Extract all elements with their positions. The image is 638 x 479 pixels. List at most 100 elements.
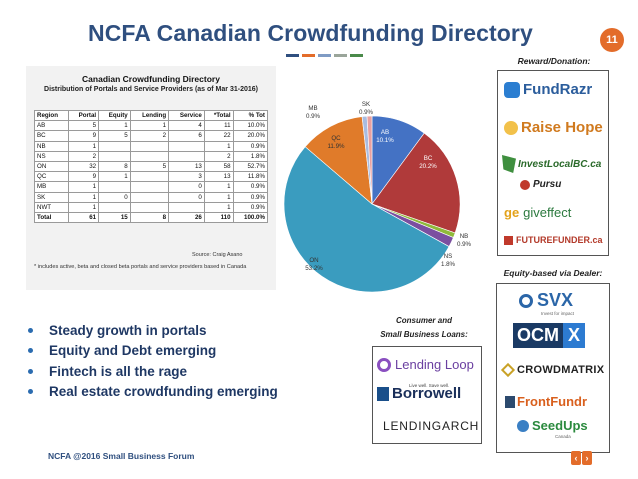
table-cell — [98, 140, 131, 152]
bullet-dot — [28, 389, 33, 395]
table-cell: ON — [33, 160, 70, 173]
borrowell-logo[interactable]: Borrowell — [377, 385, 461, 402]
table-row: QC 9 1 3 13 11.8% — [33, 171, 269, 183]
seedups-logo[interactable]: SeedUps — [517, 418, 588, 433]
table-row: ON 32 8 5 13 58 52.7% — [33, 160, 269, 173]
table-header-cell: Service — [168, 109, 205, 122]
pie-label-ab-region: AB — [381, 129, 389, 136]
table-row: AB 5 1 1 4 11 10.0% — [33, 120, 269, 132]
table-cell: 1 — [68, 181, 100, 193]
equity-caption: Equity-based via Dealer: — [503, 268, 603, 278]
table-cell: 5 — [129, 160, 170, 173]
table-cell — [129, 171, 170, 183]
table-cell — [129, 191, 170, 203]
pie-label-on-region: ON — [309, 257, 318, 264]
loans-caption-line2: Small Business Loans: — [380, 330, 468, 339]
table-cell: 5 — [98, 130, 131, 142]
table-cell: AB — [33, 120, 70, 132]
bullet-dot — [28, 348, 33, 354]
futurefunder-logo[interactable]: FUTUREFUNDER.ca — [504, 235, 603, 245]
table-cell: 1 — [98, 120, 131, 132]
loans-caption-line1: Consumer and — [395, 316, 452, 325]
title-stripe-1 — [286, 54, 299, 57]
table-row: NB 1 1 0.9% — [33, 140, 269, 152]
table-total-cell: 26 — [168, 211, 205, 224]
table-cell: 3 — [168, 171, 205, 183]
pie-slice-on — [283, 146, 450, 293]
svx-logo[interactable]: SVX — [519, 290, 573, 311]
table-total-cell: 15 — [98, 211, 131, 224]
table-cell: 0.9% — [232, 191, 269, 203]
pie-label-bc-region: BC — [424, 155, 433, 162]
lending-loop-logo[interactable]: Lending Loop — [377, 357, 474, 372]
investlocalbc-logo[interactable]: InvestLocalBC.ca — [502, 155, 601, 173]
pie-label-mb-pct: 0.9% — [306, 113, 321, 120]
region-pie-chart: AB10.1%BC20.2%NB0.9%NS1.8%ON53.2%QC11.9%… — [283, 101, 472, 293]
bullet-item: Steady growth in portals — [28, 320, 278, 341]
table-cell: 4 — [168, 120, 205, 132]
crowdmatrix-logo[interactable]: CROWDMATRIX — [500, 362, 604, 378]
table-cell: 1 — [203, 191, 234, 203]
pie-label-nb-region: NB — [460, 233, 469, 240]
table-cell: 2 — [203, 150, 234, 162]
bullet-list: Steady growth in portals Equity and Debt… — [28, 320, 278, 402]
pie-label-bc-pct: 20.2% — [419, 163, 437, 170]
fundrazr-logo[interactable]: FundRazr — [504, 81, 592, 98]
table-cell: 6 — [168, 130, 205, 142]
table-total-row: Total 61 15 8 26 110 100.0% — [33, 211, 269, 224]
table-row: MB 1 0 1 0.9% — [33, 181, 269, 193]
region-table: Region Portal Equity Lending Service *Total% … — [33, 109, 269, 224]
pie-label-qc-region: QC — [331, 135, 341, 142]
prev-slide-button[interactable]: ‹ — [571, 451, 581, 465]
frontfundr-logo[interactable]: FrontFundr — [505, 394, 587, 409]
equity-logo-panel: SVX Invest for impact OCM X CROWDMATRIX … — [496, 283, 610, 453]
fundrazr-icon — [504, 81, 520, 98]
table-cell: 13 — [168, 160, 205, 173]
table-header-cell: Equity — [98, 109, 131, 122]
pie-slice-qc — [304, 116, 373, 205]
figure-subtitle: Distribution of Portals and Service Prov… — [44, 86, 258, 93]
table-cell: 1.8% — [232, 150, 269, 162]
raise-hope-logo[interactable]: Raise Hope — [504, 119, 603, 136]
seedups-canada: Canada — [555, 434, 571, 439]
directory-table-figure: Canadian Crowdfunding Directory Distribu… — [26, 66, 276, 290]
table-cell — [168, 201, 205, 213]
raise-hope-icon — [504, 120, 518, 135]
table-cell — [168, 140, 205, 152]
ocmx-logo[interactable]: OCM X — [513, 322, 586, 348]
next-slide-button[interactable]: › — [582, 451, 592, 465]
table-row: BC 9 5 2 6 22 20.0% — [33, 130, 269, 142]
table-cell: 58 — [203, 160, 234, 173]
footer-text: NCFA @2016 Small Business Forum — [48, 451, 195, 461]
pie-label-ab-pct: 10.1% — [376, 137, 394, 144]
table-cell: 13 — [203, 171, 234, 183]
title-stripe-3 — [318, 54, 331, 57]
table-row: SK 1 0 0 1 0.9% — [33, 191, 269, 203]
crowdmatrix-icon — [500, 362, 516, 378]
table-row: NWT 1 1 0.9% — [33, 201, 269, 213]
table-cell: 0 — [168, 181, 205, 193]
table-total-cell: 110 — [203, 211, 234, 224]
bullet-text: Steady growth in portals — [49, 322, 207, 338]
table-cell: 11 — [203, 120, 234, 132]
pie-label-sk-pct: 0.9% — [359, 109, 374, 116]
table-total-cell: Total — [33, 211, 70, 224]
reward-caption: Reward/Donation: — [517, 56, 591, 66]
table-cell: 0 — [168, 191, 205, 203]
table-cell — [129, 140, 170, 152]
table-cell: 5 — [68, 120, 100, 132]
pie-label-nb-pct: 0.9% — [457, 241, 472, 248]
lendingarch-logo[interactable]: LENDINGARCH — [383, 419, 480, 433]
title-stripe-4 — [334, 54, 347, 57]
pie-label-mb-region: MB — [308, 105, 317, 112]
bc-map-icon — [502, 155, 516, 173]
pie-slice-bc — [371, 132, 461, 234]
giveffect-logo[interactable]: ge giveffect — [504, 205, 572, 220]
table-cell: NS — [33, 150, 70, 162]
giveffect-icon: ge — [504, 205, 520, 220]
loans-logo-panel: Lending Loop Borrowell Live well. Save w… — [372, 346, 482, 444]
table-cell: 9 — [68, 130, 100, 142]
table-cell: 1 — [98, 171, 131, 183]
pursu-logo[interactable]: Pursu — [520, 179, 561, 190]
pie-slice-sk — [366, 115, 373, 205]
